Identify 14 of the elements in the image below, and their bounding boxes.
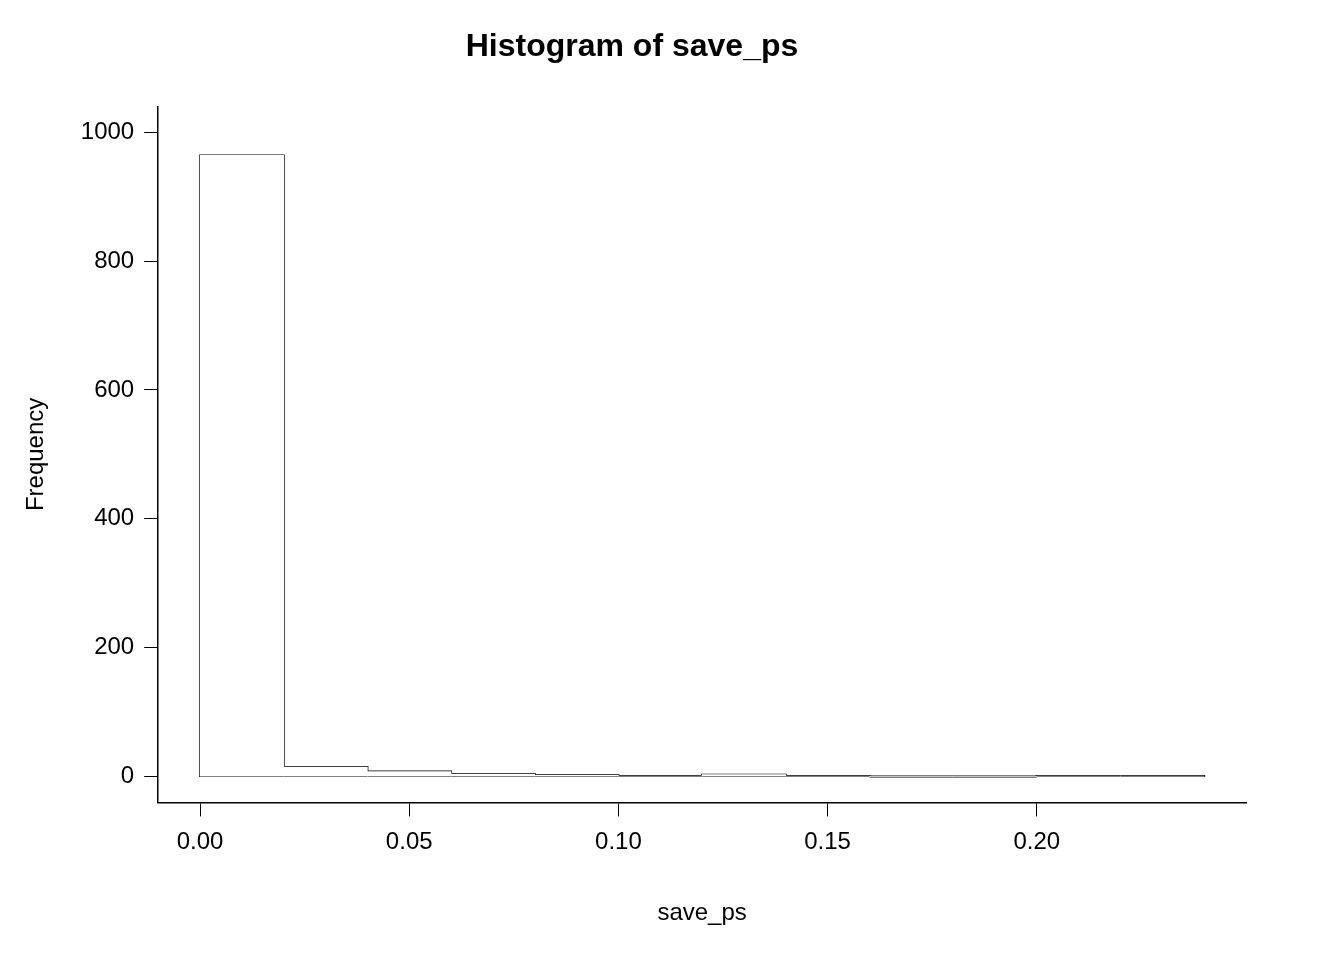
x-tick-label: 0.20 <box>1013 827 1061 855</box>
y-tick-label: 1000 <box>80 116 135 144</box>
x-tick-label: 0.05 <box>385 827 433 855</box>
x-axis-title: save_ps <box>657 898 747 926</box>
y-tick-label: 200 <box>94 632 135 660</box>
chart-title: Histogram of save_ps <box>465 27 799 64</box>
y-tick-label: 400 <box>94 503 135 531</box>
y-tick-label: 0 <box>120 761 135 789</box>
x-tick-label: 0.00 <box>176 827 224 855</box>
y-tick-label: 800 <box>94 245 135 273</box>
x-tick-label: 0.15 <box>804 827 851 855</box>
x-tick-label: 0.10 <box>595 827 642 855</box>
y-tick-label: 600 <box>94 374 135 402</box>
y-axis-title: Frequency <box>21 397 49 512</box>
